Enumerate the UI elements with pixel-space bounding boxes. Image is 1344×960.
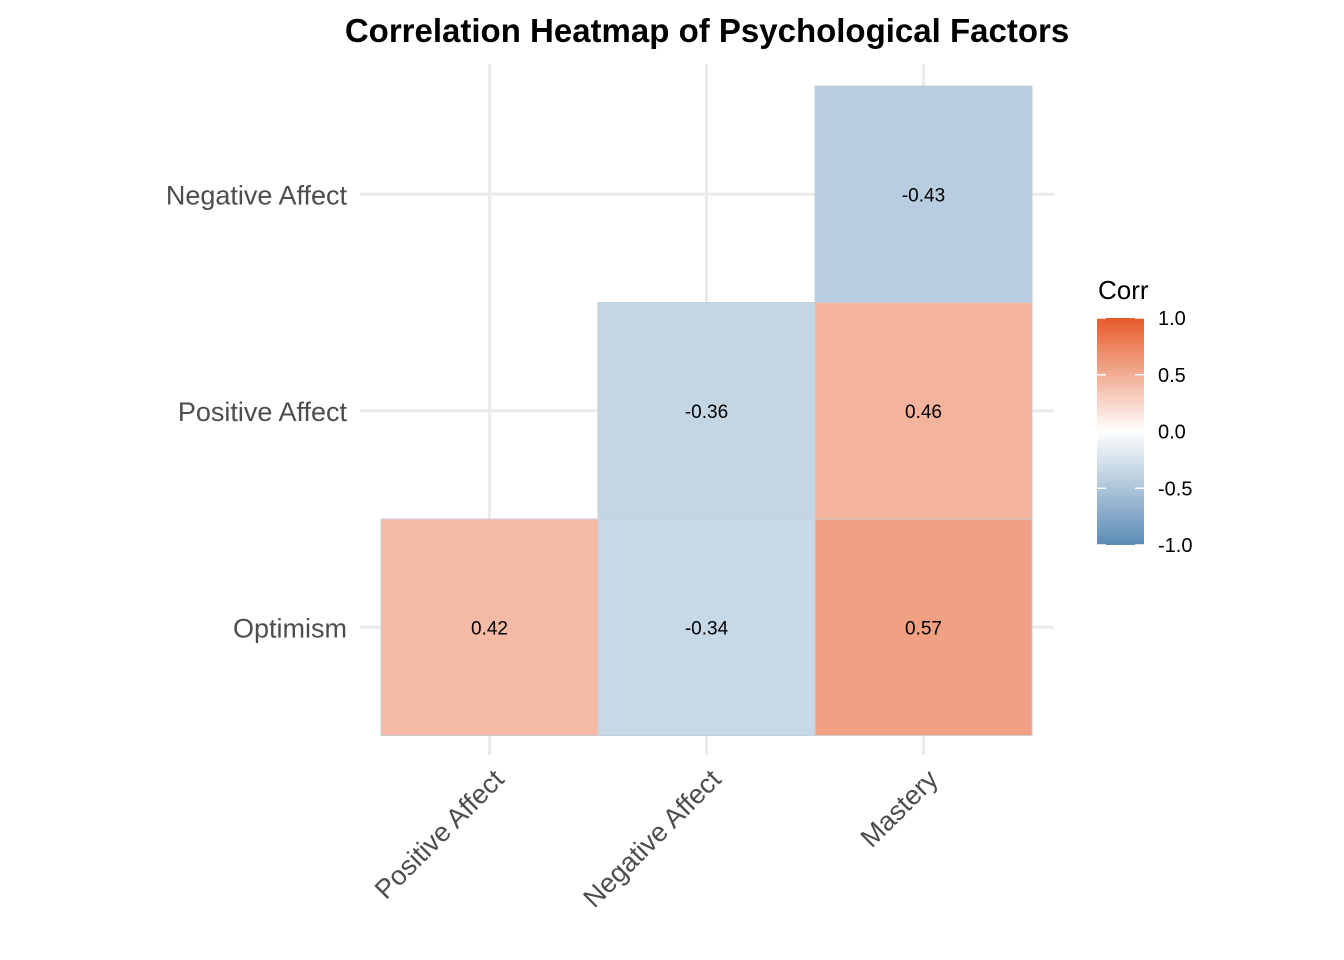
heatmap-cell-optimism-mastery xyxy=(814,518,1033,736)
chart-title: Correlation Heatmap of Psychological Fac… xyxy=(345,12,1069,49)
cell-labels: 0.42 -0.34 0.57 -0.36 0.46 -0.43 xyxy=(471,185,945,639)
legend-tick-label: -1.0 xyxy=(1158,535,1192,557)
legend-title: Corr xyxy=(1098,275,1149,305)
heatmap-cell-negative-affect-mastery xyxy=(814,85,1033,303)
x-axis: Positive Affect Negative Affect Mastery xyxy=(369,764,944,914)
cell-value-label-optimism-mastery: 0.57 xyxy=(905,618,942,639)
cell-value-label-optimism-positive-affect: 0.42 xyxy=(471,618,508,639)
legend-tick-label: -0.5 xyxy=(1158,478,1192,500)
heatmap-cell-positive-affect-negative-affect xyxy=(597,302,816,520)
x-tick-label-negative-affect: Negative Affect xyxy=(577,764,727,914)
cell-value-label-positive-affect-mastery: 0.46 xyxy=(905,402,942,423)
cell-value-label-negative-affect-mastery: -0.43 xyxy=(902,185,945,206)
y-axis: Optimism Positive Affect Negative Affect xyxy=(166,180,348,643)
heatmap-cell-optimism-positive-affect xyxy=(380,518,599,736)
y-tick-label-negative-affect: Negative Affect xyxy=(166,180,348,210)
heatmap-cells xyxy=(380,85,1033,736)
y-tick-label-positive-affect: Positive Affect xyxy=(178,397,348,427)
cell-value-label-optimism-negative-affect: -0.34 xyxy=(685,618,729,639)
legend-tick-label: 0.0 xyxy=(1158,422,1186,444)
x-tick-label-positive-affect: Positive Affect xyxy=(369,764,510,905)
x-tick-label-mastery: Mastery xyxy=(855,764,944,853)
legend: Corr 1.0 0.5 0.0 -0.5 -1.0 xyxy=(1097,275,1192,557)
legend-tick-label: 1.0 xyxy=(1158,308,1186,330)
heatmap-cell-positive-affect-mastery xyxy=(814,302,1033,520)
legend-tick-label: 0.5 xyxy=(1158,365,1186,387)
y-tick-label-optimism: Optimism xyxy=(233,613,347,643)
cell-value-label-positive-affect-negative-affect: -0.36 xyxy=(685,402,728,423)
